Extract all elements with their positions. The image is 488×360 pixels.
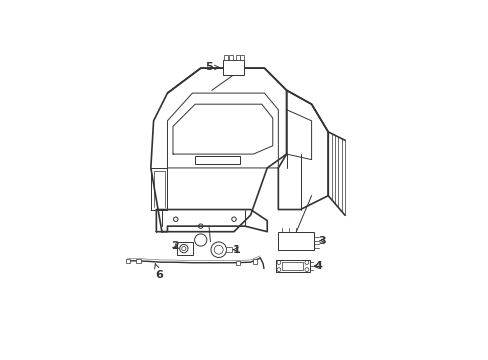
Text: 4: 4 bbox=[313, 261, 322, 271]
Bar bbox=[235, 261, 240, 265]
Text: 2: 2 bbox=[171, 241, 179, 251]
Bar bbox=[275, 260, 309, 272]
Bar bbox=[226, 247, 232, 252]
Bar bbox=[240, 55, 244, 60]
Bar bbox=[236, 55, 240, 60]
Bar bbox=[223, 60, 243, 75]
Bar bbox=[282, 262, 303, 270]
Text: 3: 3 bbox=[318, 235, 325, 246]
Bar bbox=[224, 55, 227, 60]
Bar bbox=[278, 232, 314, 250]
Text: 5: 5 bbox=[204, 62, 219, 72]
Bar bbox=[252, 259, 257, 264]
Bar bbox=[125, 258, 130, 263]
Text: 6: 6 bbox=[154, 264, 163, 280]
Bar bbox=[195, 156, 239, 164]
Bar bbox=[136, 258, 140, 263]
Text: 1: 1 bbox=[232, 245, 240, 255]
Bar bbox=[229, 55, 233, 60]
Bar bbox=[177, 242, 193, 255]
